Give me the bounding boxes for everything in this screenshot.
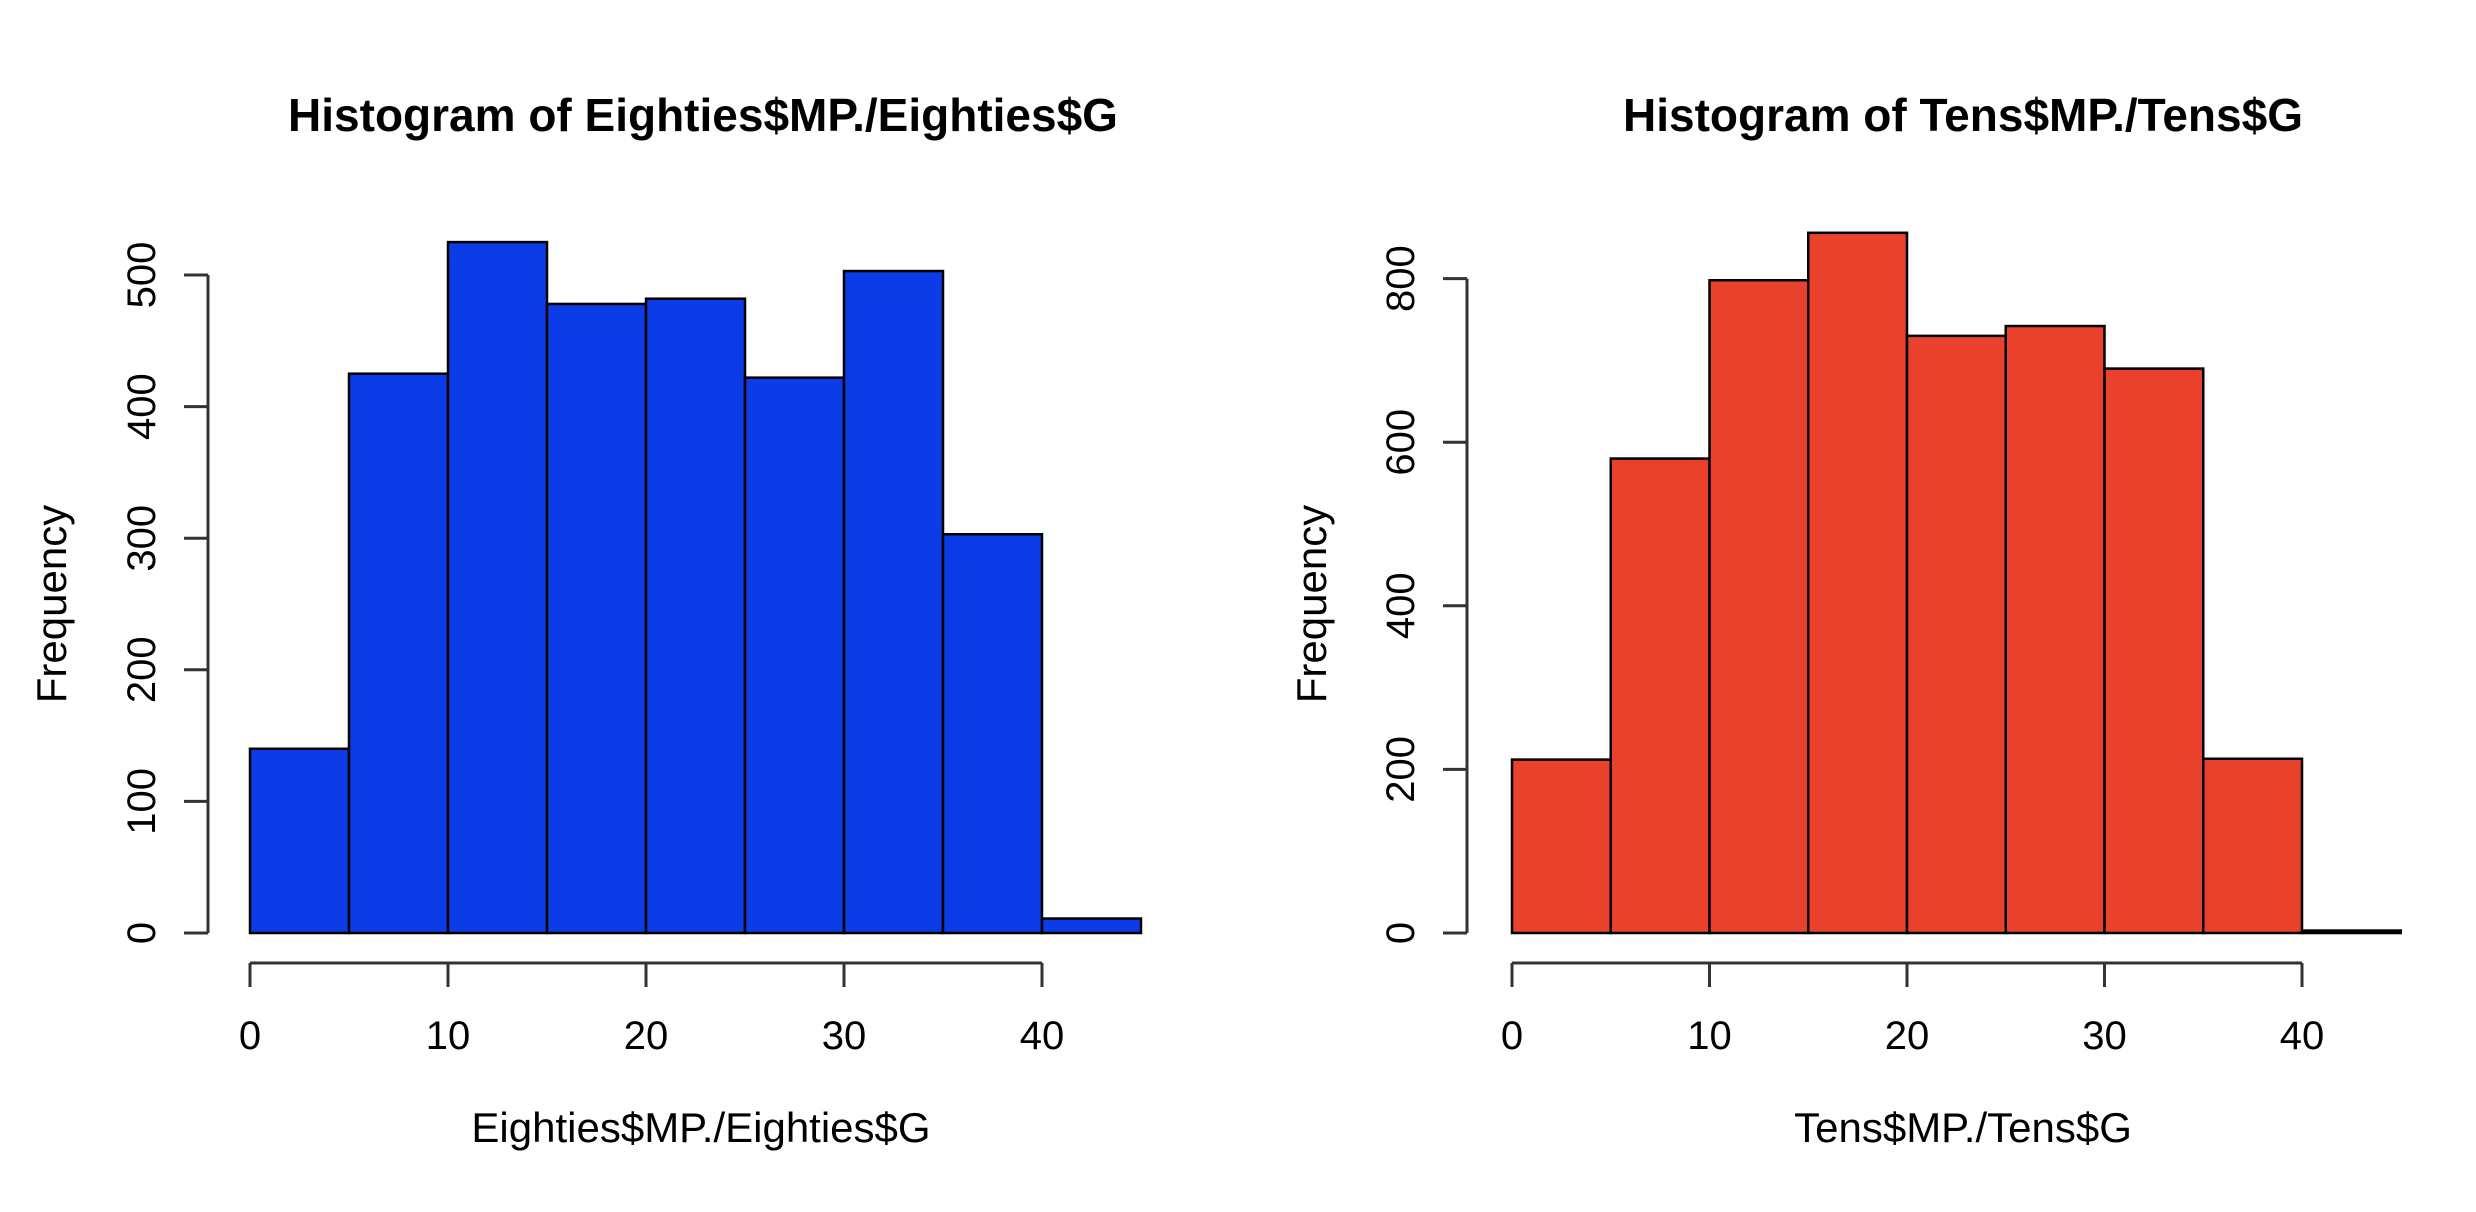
x-tick-label: 40 bbox=[2280, 1014, 2325, 1058]
x-tick-label: 0 bbox=[1501, 1014, 1523, 1058]
histogram-bar bbox=[446, 240, 549, 935]
x-tick-label: 30 bbox=[2082, 1014, 2127, 1058]
x-tick-label: 10 bbox=[426, 1014, 471, 1058]
x-tick-label: 20 bbox=[1885, 1014, 1930, 1058]
plot-area: 0 200 400 600 800 0 10 20 30 40 bbox=[1379, 231, 2402, 1058]
histogram-bar bbox=[2103, 367, 2205, 935]
histogram-bar bbox=[1609, 457, 1711, 935]
plot-area: 0 100 200 300 400 500 0 10 20 30 40 bbox=[120, 240, 1143, 1058]
y-tick-label: 500 bbox=[120, 242, 164, 309]
y-tick-label: 0 bbox=[120, 922, 164, 944]
y-tick-label: 0 bbox=[1379, 922, 1423, 944]
histogram-bar bbox=[743, 376, 846, 935]
histogram-bar bbox=[2202, 757, 2304, 935]
x-axis-label: Eighties$MP./Eighties$G bbox=[471, 1104, 931, 1151]
histogram-bar bbox=[1040, 917, 1143, 935]
histogram-bar bbox=[248, 747, 351, 935]
histogram-bar bbox=[1510, 758, 1612, 935]
histogram-bar bbox=[1708, 278, 1810, 935]
histogram-bar bbox=[545, 302, 648, 935]
y-tick-label: 200 bbox=[1379, 736, 1423, 803]
histogram-panel-tens: Histogram of Tens$MP./Tens$G Frequency 0… bbox=[1238, 0, 2476, 1212]
y-tick-label: 200 bbox=[120, 636, 164, 703]
histogram-bar bbox=[842, 269, 945, 935]
x-tick-label: 0 bbox=[239, 1014, 261, 1058]
chart-title: Histogram of Tens$MP./Tens$G bbox=[1623, 89, 2303, 141]
histogram-bar bbox=[347, 372, 450, 935]
histogram-bar bbox=[941, 533, 1044, 935]
y-tick-label: 400 bbox=[120, 373, 164, 440]
y-tick-label: 400 bbox=[1379, 572, 1423, 639]
x-tick-label: 40 bbox=[1020, 1014, 1065, 1058]
histogram-bar bbox=[2004, 324, 2106, 935]
histogram-bar bbox=[644, 297, 747, 935]
histogram-bar bbox=[1807, 231, 1909, 935]
x-tick-label: 20 bbox=[624, 1014, 669, 1058]
y-tick-label: 600 bbox=[1379, 409, 1423, 476]
chart-title: Histogram of Eighties$MP./Eighties$G bbox=[288, 89, 1118, 141]
x-axis-label: Tens$MP./Tens$G bbox=[1794, 1104, 2132, 1151]
y-tick-label: 800 bbox=[1379, 245, 1423, 312]
histogram-bar bbox=[1905, 334, 2007, 935]
x-tick-label: 30 bbox=[822, 1014, 867, 1058]
y-tick-label: 100 bbox=[120, 768, 164, 835]
histogram-bar bbox=[2300, 929, 2402, 935]
x-tick-label: 10 bbox=[1687, 1014, 1732, 1058]
histogram-panel-eighties: Histogram of Eighties$MP./Eighties$G Fre… bbox=[28, 89, 1143, 1151]
y-tick-label: 300 bbox=[120, 505, 164, 572]
